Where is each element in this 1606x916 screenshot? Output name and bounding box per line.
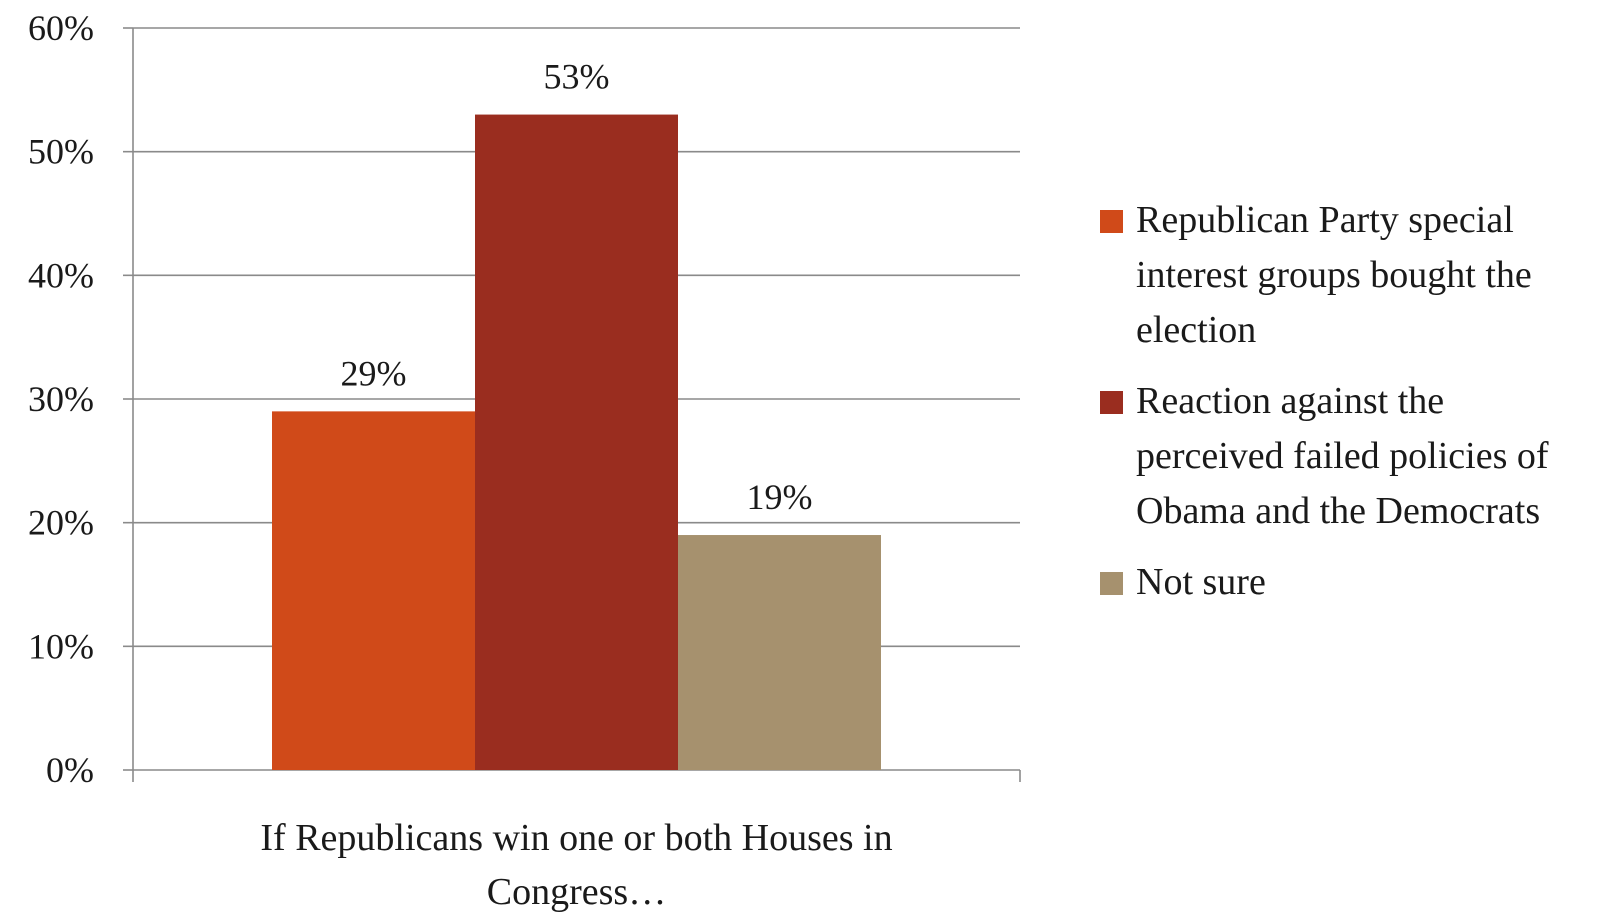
legend-label: Republican Party special bbox=[1136, 199, 1514, 241]
legend-label: election bbox=[1136, 309, 1256, 351]
y-tick-label: 30% bbox=[28, 379, 94, 419]
bar bbox=[475, 114, 678, 771]
legend-swatch bbox=[1100, 210, 1123, 233]
data-label: 53% bbox=[544, 57, 610, 97]
y-tick-label: 10% bbox=[28, 626, 94, 666]
y-tick-label: 20% bbox=[28, 503, 94, 543]
y-tick-label: 0% bbox=[46, 750, 94, 790]
legend-label: Not sure bbox=[1136, 561, 1266, 603]
bars bbox=[272, 114, 881, 771]
category-label: If Republicans win one or both Houses in bbox=[260, 817, 892, 859]
bar bbox=[272, 411, 475, 770]
category-label: Congress… bbox=[487, 871, 666, 913]
y-tick-label: 60% bbox=[28, 8, 94, 48]
legend-swatch bbox=[1100, 572, 1123, 595]
legend-label: Reaction against the bbox=[1136, 380, 1444, 422]
legend-label: Obama and the Democrats bbox=[1136, 490, 1540, 532]
y-tick-label: 50% bbox=[28, 132, 94, 172]
legend-label: perceived failed policies of bbox=[1136, 435, 1549, 477]
data-labels: 29% 53% 19% bbox=[341, 57, 813, 517]
legend-label: interest groups bought the bbox=[1136, 254, 1532, 296]
axes: 0% 10% 20% 30% 40% 50% 60% If Republicans win o… bbox=[28, 8, 1021, 913]
legend: Republican Party special interest groups … bbox=[1100, 199, 1549, 603]
legend-swatch bbox=[1100, 391, 1123, 414]
data-label: 19% bbox=[747, 477, 813, 517]
y-tick-label: 40% bbox=[28, 255, 94, 295]
bar bbox=[678, 535, 881, 770]
data-label: 29% bbox=[341, 353, 407, 393]
